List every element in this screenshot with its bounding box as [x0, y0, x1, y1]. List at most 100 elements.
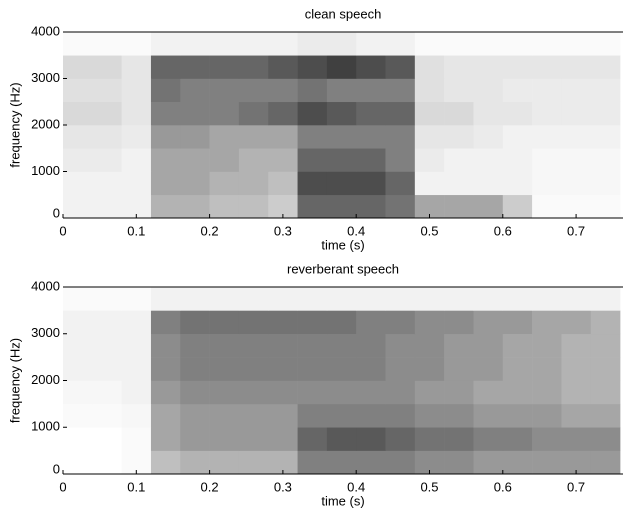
heatmap-cell — [63, 101, 93, 126]
heatmap-cell — [150, 287, 181, 311]
heatmap-cell — [92, 148, 122, 172]
heatmap-cell — [444, 125, 474, 149]
heatmap-cell — [414, 171, 445, 196]
heatmap-cell — [444, 357, 474, 381]
heatmap-cell — [473, 287, 504, 311]
heatmap-cell — [444, 380, 474, 405]
heatmap-cell — [326, 78, 357, 103]
heatmap-cell — [385, 357, 416, 381]
heatmap-cell — [473, 78, 504, 103]
heatmap-cell — [385, 310, 416, 335]
heatmap-cell — [92, 194, 122, 219]
heatmap-cell — [121, 78, 152, 103]
heatmap-cell — [532, 32, 562, 56]
heatmap-cell — [63, 78, 93, 103]
heatmap-cell — [297, 171, 328, 196]
heatmap-cell — [561, 357, 592, 381]
heatmap-cell — [150, 333, 181, 358]
heatmap-cell — [326, 125, 357, 149]
heatmap-cell — [473, 427, 504, 451]
heatmap-cell — [385, 78, 416, 103]
heatmap-cell — [356, 427, 386, 451]
heatmap-cell — [473, 380, 504, 405]
heatmap-cell — [561, 427, 592, 451]
heatmap-cell — [150, 171, 181, 196]
heatmap-cell — [385, 171, 416, 196]
heatmap-cell — [268, 380, 298, 405]
heatmap-cell — [561, 403, 592, 428]
x-tick-label: 0.5 — [420, 479, 438, 494]
y-tick-label: 2000 — [31, 372, 60, 387]
heatmap-cell — [502, 333, 533, 358]
heatmap-cell — [414, 194, 445, 219]
heatmap-cell — [92, 171, 122, 196]
heatmap-cell — [473, 148, 504, 172]
heatmap-cell — [92, 450, 122, 475]
heatmap-cell — [180, 403, 210, 428]
heatmap-cell — [326, 148, 357, 172]
heatmap-cell — [590, 310, 621, 335]
heatmap-cell — [590, 333, 621, 358]
heatmap-cell — [444, 310, 474, 335]
x-tick-label: 0.4 — [347, 223, 365, 238]
heatmap-cell — [63, 310, 93, 335]
heatmap-cell — [238, 78, 269, 103]
heatmap-cell — [150, 78, 181, 103]
heatmap-cell — [180, 450, 210, 475]
heatmap-cell — [414, 101, 445, 126]
heatmap-cell — [414, 333, 445, 358]
heatmap-cell — [180, 55, 210, 79]
heatmap-cell — [150, 450, 181, 475]
heatmap-cell — [414, 427, 445, 451]
heatmap-cell — [385, 32, 416, 56]
heatmap-cell — [356, 333, 386, 358]
heatmap-cell — [268, 171, 298, 196]
heatmap-cell — [92, 357, 122, 381]
heatmap-cell — [561, 101, 592, 126]
heatmap-cell — [473, 310, 504, 335]
heatmap-cell — [444, 148, 474, 172]
x-tick-label: 0.1 — [127, 223, 145, 238]
heatmap-cell — [502, 32, 533, 56]
heatmap-cell — [297, 78, 328, 103]
heatmap-cell — [356, 78, 386, 103]
heatmap-cell — [238, 194, 269, 219]
y-tick-label: 3000 — [31, 70, 60, 85]
heatmap-cell — [268, 125, 298, 149]
heatmap-cell — [590, 357, 621, 381]
heatmap-cell — [414, 78, 445, 103]
heatmap-cell — [356, 148, 386, 172]
heatmap-cell — [121, 32, 152, 56]
heatmap-cell — [561, 333, 592, 358]
heatmap-cell — [444, 427, 474, 451]
heatmap-cell — [326, 32, 357, 56]
heatmap-cell — [209, 125, 240, 149]
heatmap-cell — [590, 171, 621, 196]
heatmap-cell — [356, 357, 386, 381]
heatmap-cell — [121, 380, 152, 405]
y-tick-label: 1000 — [31, 419, 60, 434]
x-tick-label: 0.7 — [567, 223, 585, 238]
heatmap-cell — [502, 171, 533, 196]
heatmap-cell — [180, 101, 210, 126]
heatmap-cell — [532, 403, 562, 428]
heatmap-cell — [209, 357, 240, 381]
heatmap-cell — [502, 148, 533, 172]
heatmap-cell — [92, 427, 122, 451]
heatmap-cell — [385, 380, 416, 405]
heatmap-cell — [92, 125, 122, 149]
heatmap-cell — [414, 55, 445, 79]
heatmap-cell — [268, 55, 298, 79]
heatmap-cell — [473, 450, 504, 475]
heatmap-cell — [268, 101, 298, 126]
x-tick-label: 0.5 — [420, 223, 438, 238]
heatmap-cell — [92, 101, 122, 126]
heatmap-cell — [502, 101, 533, 126]
heatmap-cell — [63, 450, 93, 475]
heatmap-cell — [326, 427, 357, 451]
heatmap-cell — [238, 32, 269, 56]
heatmap-cell — [121, 450, 152, 475]
heatmap-cell — [326, 450, 357, 475]
heatmap-cell — [561, 194, 592, 219]
heatmap-cell — [297, 380, 328, 405]
